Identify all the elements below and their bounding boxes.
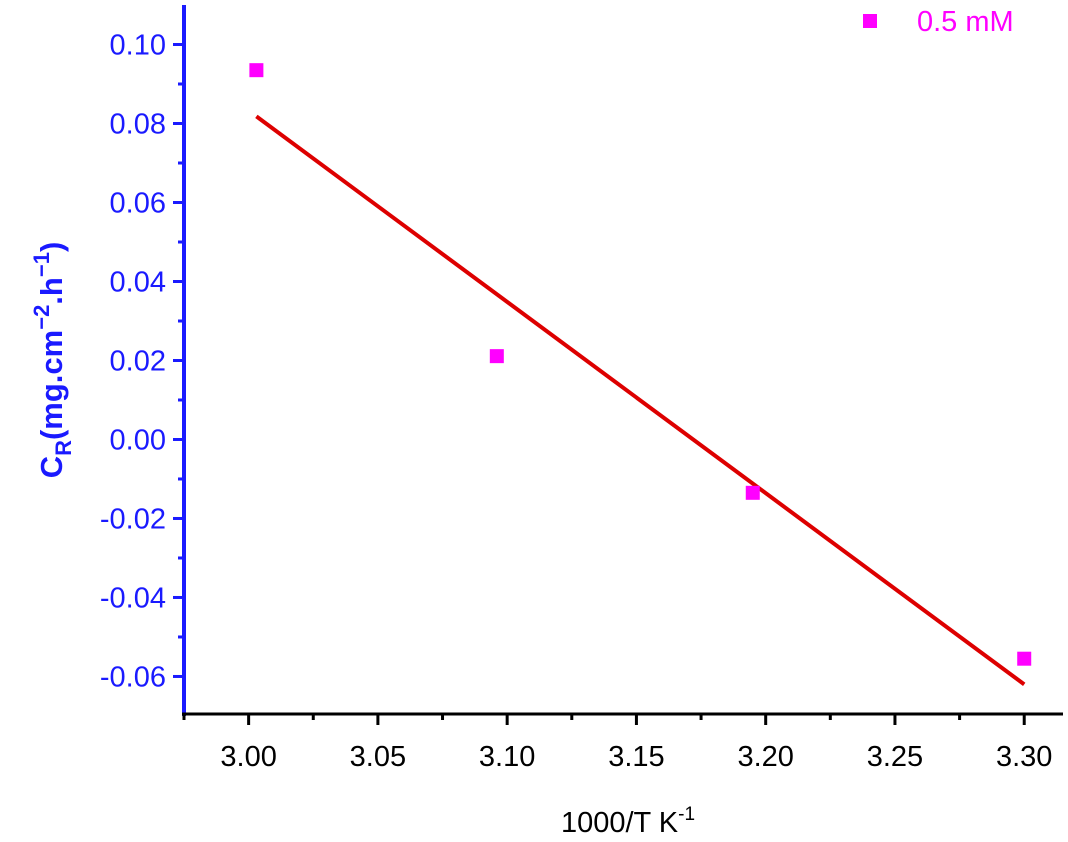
y-tick-label: -0.04 [100, 582, 166, 614]
x-axis-title: 1000/T K-1 [561, 804, 695, 839]
data-point [249, 63, 264, 78]
x-tick-label: 3.05 [350, 741, 406, 773]
data-point [1017, 651, 1032, 666]
x-tick-label: 3.10 [479, 741, 535, 773]
x-tick-label: 3.00 [220, 741, 276, 773]
y-tick-label: 0.10 [110, 29, 166, 61]
x-tick-label: 3.25 [867, 741, 923, 773]
fit-line [255, 114, 1026, 686]
y-tick-label: 0.02 [110, 345, 166, 377]
data-point [745, 485, 760, 500]
y-tick-label: 0.04 [110, 266, 166, 298]
y-tick-label: 0.06 [110, 187, 166, 219]
legend-label: 0.5 mM [917, 6, 1014, 38]
y-tick-label: 0.08 [110, 108, 166, 140]
x-tick-label: 3.15 [608, 741, 664, 773]
y-tick-label: -0.06 [100, 661, 166, 693]
y-tick-label: -0.02 [100, 503, 166, 535]
y-axis-title: CR(mg.cm−2.h−1) [29, 242, 76, 479]
plot-area: 0.10 0.08 0.06 0.04 0.02 0.00 -0.02 -0.04 -0.06 3… [100, 5, 1063, 773]
legend-marker [863, 14, 877, 28]
x-tick-label: 3.20 [737, 741, 793, 773]
x-tick-label: 3.30 [996, 741, 1052, 773]
y-tick-label: 0.00 [110, 424, 166, 456]
legend: 0.5 mM [863, 6, 1014, 38]
data-point [489, 349, 504, 364]
